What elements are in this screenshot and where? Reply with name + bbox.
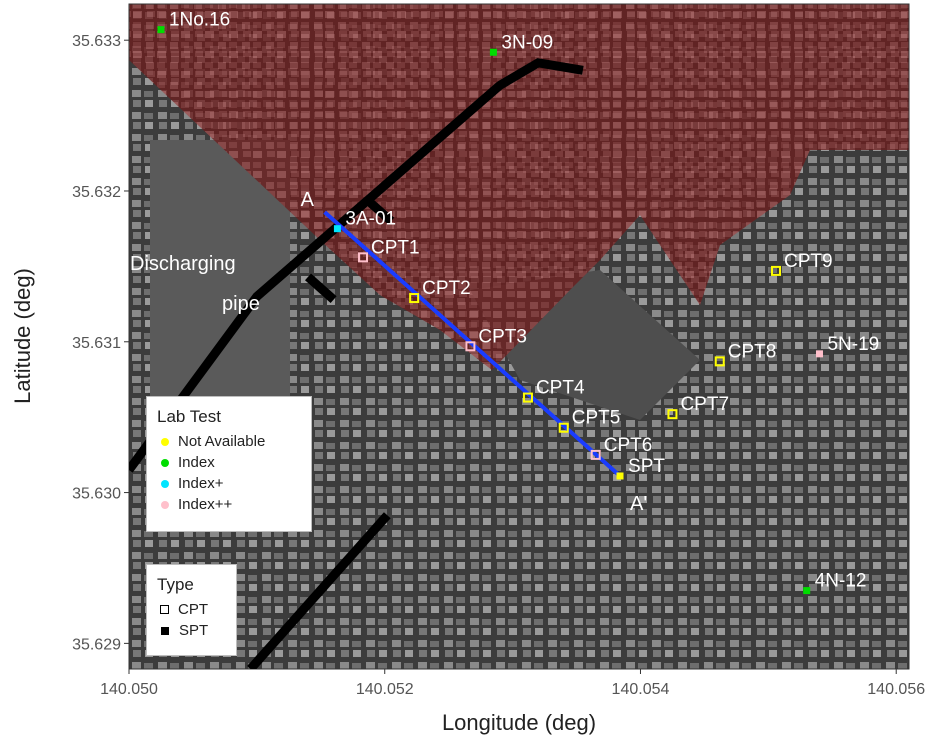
legend-item-cpt: CPT [157,599,226,620]
point-3n-09 [489,48,497,56]
point-cpt3 [465,341,476,352]
pipe-line-4 [247,512,391,669]
y-axis-title: Latitude (deg) [10,268,35,404]
point-label-cpt3: CPT3 [478,326,527,347]
x-axis-title: Longitude (deg) [442,710,596,735]
point-5n-19 [815,350,823,358]
pipe-label-line2: pipe [222,293,260,315]
point-label-cpt7: CPT7 [680,394,729,415]
point-cpt7 [667,409,678,420]
point-cpt1 [358,252,368,263]
y-tick-label: 35.632 [72,184,121,201]
discharging-pipes [129,58,584,669]
point-label-4n-12: 4N-12 [815,571,867,592]
legend-item-spt: SPT [157,620,226,641]
y-tick-label: 35.629 [72,636,121,653]
legend-item-index-plus-plus: Index++ [157,494,301,515]
x-tick-label: 140.054 [612,681,670,698]
legend-item-not-available: Not Available [157,431,301,452]
section-start-label: A [301,189,315,211]
section-end-label: A' [630,493,647,515]
point-label-cpt6: CPT6 [604,435,653,456]
pipe-line-3 [305,273,337,303]
legend-type: Type CPT SPT [146,564,237,656]
pipe-line-2 [362,195,395,225]
legend-item-index: Index [157,452,301,473]
y-axis: 35.629 35.630 35.631 35.632 35.633 [72,33,129,653]
point-cpt5 [558,422,569,433]
x-tick-label: 140.050 [100,681,158,698]
pipe-label-line1: Discharging [130,253,236,275]
point-cpt8 [714,356,725,367]
point-label-cpt5: CPT5 [572,408,621,429]
y-tick-label: 35.633 [72,33,121,50]
y-tick-label: 35.631 [72,335,121,352]
point-cpt6 [590,449,601,460]
point-cpt9 [771,265,782,276]
point-cpt2 [409,293,420,304]
map-annotations: Discharging pipe [130,253,260,315]
section-line [323,210,622,478]
point-label-cpt4: CPT4 [536,378,585,399]
legend-item-index-plus: Index+ [157,473,301,494]
point-label-cpt9: CPT9 [784,251,833,272]
point-4n-12 [803,587,811,595]
y-tick-label: 35.630 [72,486,121,503]
x-tick-label: 140.056 [867,681,925,698]
point-label-1no-16: 1No.16 [169,10,230,31]
point-label-3n-09: 3N-09 [501,32,553,53]
point-label-3a-01: 3A-01 [345,209,396,230]
point-label-cpt1: CPT1 [371,237,420,258]
pipe-line-1 [129,58,584,473]
point-label-5n-19: 5N-19 [827,334,879,355]
legend-lab-test: Lab Test Not Available Index Index+ Inde… [146,396,312,532]
plot-border [128,3,910,670]
legend-lab-test-title: Lab Test [157,407,221,426]
section-line-group: A A' [301,189,648,515]
x-tick-label: 140.052 [356,681,414,698]
point-label-cpt2: CPT2 [422,278,471,299]
point-cpt4 [522,392,533,403]
point-1no-16 [157,26,165,34]
legend-type-title: Type [157,575,194,594]
point-3a-01 [333,225,341,233]
point-spt [616,472,624,480]
point-label-cpt8: CPT8 [728,341,777,362]
point-label-spt: SPT [628,456,665,477]
x-axis: 140.050 140.052 140.054 140.056 [100,669,925,698]
